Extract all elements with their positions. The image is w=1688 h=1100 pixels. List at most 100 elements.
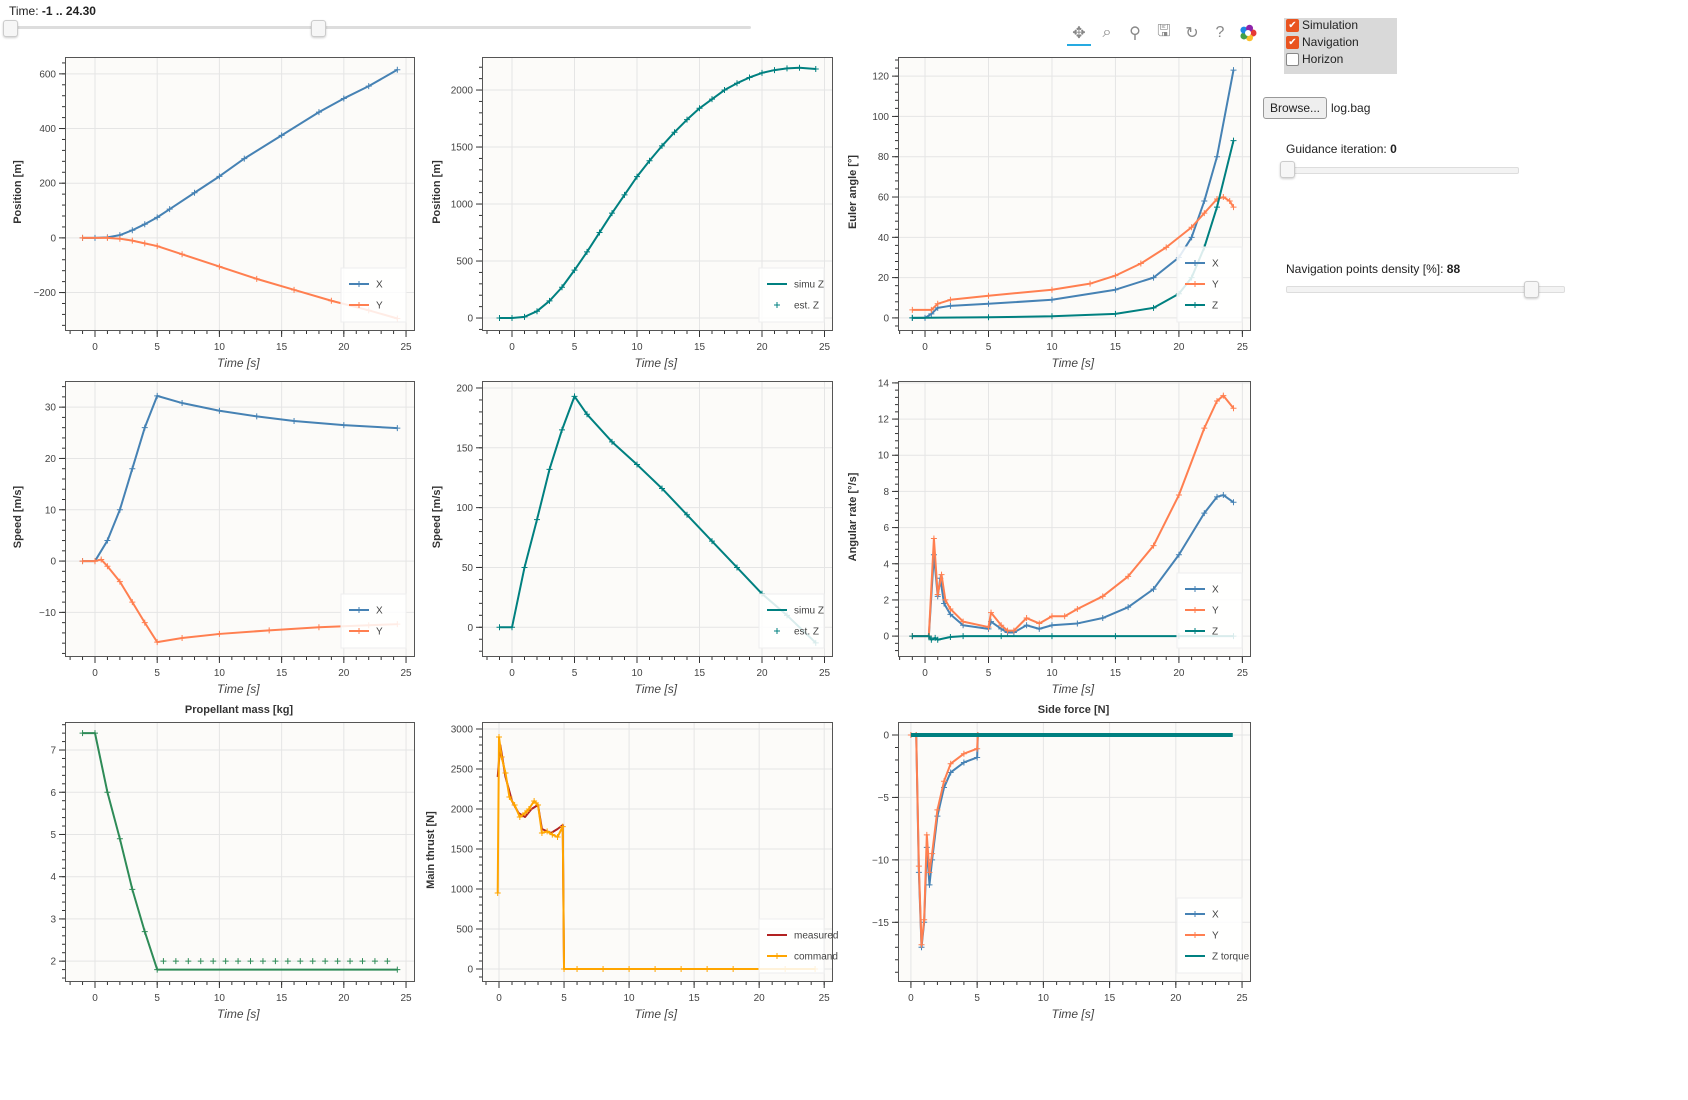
data-point-marker bbox=[129, 237, 136, 244]
data-point-marker bbox=[525, 806, 532, 812]
wheel-zoom-icon[interactable]: ⚲ bbox=[1129, 25, 1141, 42]
data-point-marker bbox=[1213, 204, 1220, 211]
x-tick-label: 10 bbox=[1046, 342, 1058, 353]
x-tick-label: 25 bbox=[1237, 668, 1249, 679]
data-point-marker bbox=[79, 234, 86, 241]
y-tick-label: 0 bbox=[467, 314, 473, 325]
x-tick-label: 15 bbox=[694, 668, 706, 679]
checkbox-unchecked-icon[interactable] bbox=[1286, 52, 1299, 66]
x-axis-label: Time [s] bbox=[1051, 356, 1095, 370]
data-point-marker bbox=[1150, 304, 1157, 311]
chart-title: Propellant mass [kg] bbox=[184, 704, 294, 716]
y-tick-label: 40 bbox=[878, 233, 890, 244]
y-tick-label: 14 bbox=[878, 378, 890, 389]
x-tick-label: 25 bbox=[819, 342, 831, 353]
x-tick-label: 0 bbox=[496, 993, 502, 1004]
data-point-marker bbox=[495, 734, 502, 740]
reset-icon[interactable]: ↻ bbox=[1185, 25, 1199, 42]
time-slider-end-handle[interactable] bbox=[310, 20, 326, 37]
legend-marker bbox=[1192, 281, 1198, 287]
y-tick-label: 50 bbox=[462, 563, 474, 574]
time-range-label: Time: -1 .. 24.30 bbox=[9, 4, 96, 18]
legend[interactable]: simu Z est. Z bbox=[758, 267, 825, 323]
guidance-slider-handle[interactable] bbox=[1280, 161, 1295, 178]
x-tick-label: 25 bbox=[819, 993, 831, 1004]
chart-9[interactable]: 0 5 10 15 20 25 −15 −10 −5 0 X Y Z torque bbox=[872, 722, 1251, 1004]
data-point-marker bbox=[1201, 210, 1208, 217]
guidance-value: 0 bbox=[1390, 142, 1397, 156]
legend[interactable]: XY bbox=[340, 267, 407, 323]
legend-label: Y bbox=[1212, 280, 1219, 291]
chart-6[interactable]: 0 5 10 15 20 25 0 2 4 6 8 10 12 14 X Y Z bbox=[878, 378, 1251, 679]
legend[interactable]: XY bbox=[340, 593, 407, 649]
chart-8[interactable]: 0 5 10 15 20 25 0 500 1000 1500 2000 2500 3000 measur… bbox=[451, 722, 838, 1004]
data-point-marker bbox=[1137, 260, 1144, 267]
x-tick-label: 15 bbox=[1110, 668, 1122, 679]
series-line-x bbox=[82, 394, 398, 563]
data-point-marker bbox=[1112, 272, 1119, 279]
data-point-marker bbox=[709, 538, 715, 545]
legend-marker bbox=[1192, 586, 1198, 592]
x-axis-label: Time [s] bbox=[634, 356, 678, 370]
checkbox-checked-icon[interactable]: ✔ bbox=[1286, 18, 1299, 32]
legend[interactable]: simu Z est. Z bbox=[758, 593, 825, 649]
chart-5[interactable]: 0 5 10 15 20 25 0 50 100 150 200 simu Z est. Z bbox=[456, 381, 833, 679]
x-tick-label: 15 bbox=[1110, 342, 1122, 353]
checkbox-navigation[interactable]: ✔ Navigation bbox=[1286, 35, 1359, 49]
y-tick-label: 0 bbox=[883, 730, 889, 741]
data-point-marker bbox=[1099, 615, 1106, 622]
x-tick-label: 25 bbox=[400, 668, 412, 679]
data-point-marker bbox=[1230, 137, 1237, 144]
data-point-marker bbox=[116, 506, 123, 513]
data-point-marker bbox=[496, 315, 503, 322]
pan-icon[interactable]: ✥ bbox=[1067, 22, 1091, 46]
help-icon[interactable]: ? bbox=[1215, 24, 1225, 41]
time-slider-start-handle[interactable] bbox=[3, 20, 18, 37]
data-point-marker bbox=[91, 730, 98, 737]
save-icon[interactable]: 🖫 bbox=[1157, 22, 1171, 40]
data-point-marker bbox=[1213, 397, 1220, 404]
chart-4[interactable]: 0 5 10 15 20 25 −10 0 10 20 30 X Y bbox=[39, 381, 415, 679]
legend[interactable]: XYZ bbox=[1176, 246, 1243, 323]
data-point-marker bbox=[1112, 633, 1119, 640]
x-tick-label: 0 bbox=[509, 668, 515, 679]
time-range-slider[interactable] bbox=[9, 26, 751, 29]
legend[interactable]: XY Z torque bbox=[1176, 897, 1250, 974]
data-point-marker bbox=[985, 300, 992, 307]
nav-density-slider[interactable] bbox=[1286, 286, 1565, 293]
data-point-marker bbox=[1010, 627, 1017, 634]
browse-button[interactable]: Browse... bbox=[1263, 97, 1327, 119]
data-point-marker bbox=[1048, 613, 1055, 620]
checkbox-simulation[interactable]: ✔ Simulation bbox=[1286, 18, 1358, 32]
y-tick-label: 0 bbox=[883, 632, 889, 643]
y-tick-label: 6 bbox=[50, 788, 56, 799]
y-tick-label: 1000 bbox=[451, 200, 474, 211]
y-tick-label: −5 bbox=[878, 793, 890, 804]
data-point-marker bbox=[684, 511, 690, 518]
data-point-marker bbox=[79, 558, 86, 565]
data-point-marker bbox=[197, 958, 204, 965]
legend-label: Y bbox=[1212, 931, 1219, 942]
chart-2[interactable]: 0 5 10 15 20 25 0 500 1000 1500 2000 simu Z est. Z bbox=[451, 57, 833, 353]
guidance-iteration-slider[interactable] bbox=[1286, 167, 1519, 174]
data-point-marker bbox=[521, 564, 528, 571]
chart-1[interactable]: 0 5 10 15 20 25 −200 0 200 400 600 X Y bbox=[33, 57, 415, 353]
data-point-marker bbox=[985, 292, 992, 299]
legend[interactable]: measured command bbox=[758, 918, 838, 974]
bokeh-logo-icon[interactable] bbox=[1236, 22, 1260, 44]
y-axis-label: Euler angle [°] bbox=[847, 154, 859, 230]
data-point-marker bbox=[929, 850, 936, 857]
data-point-marker bbox=[659, 142, 665, 149]
box-zoom-icon[interactable]: ⌕ bbox=[1102, 24, 1112, 41]
density-slider-handle[interactable] bbox=[1523, 281, 1539, 298]
y-axis-label: Position [m] bbox=[431, 160, 443, 224]
data-point-marker bbox=[947, 769, 954, 776]
x-axis-label: Time [s] bbox=[1051, 1007, 1095, 1021]
data-point-marker bbox=[154, 966, 161, 973]
chart-7[interactable]: 0 5 10 15 20 25 2 3 4 5 6 7 bbox=[50, 722, 415, 1004]
y-tick-label: 2 bbox=[883, 595, 889, 606]
legend[interactable]: XYZ bbox=[1176, 572, 1243, 649]
chart-3[interactable]: 0 5 10 15 20 25 0 20 40 60 80 100 120 X Y Z bbox=[872, 57, 1251, 353]
checkbox-horizon[interactable]: Horizon bbox=[1286, 52, 1343, 66]
checkbox-checked-icon[interactable]: ✔ bbox=[1286, 35, 1299, 49]
